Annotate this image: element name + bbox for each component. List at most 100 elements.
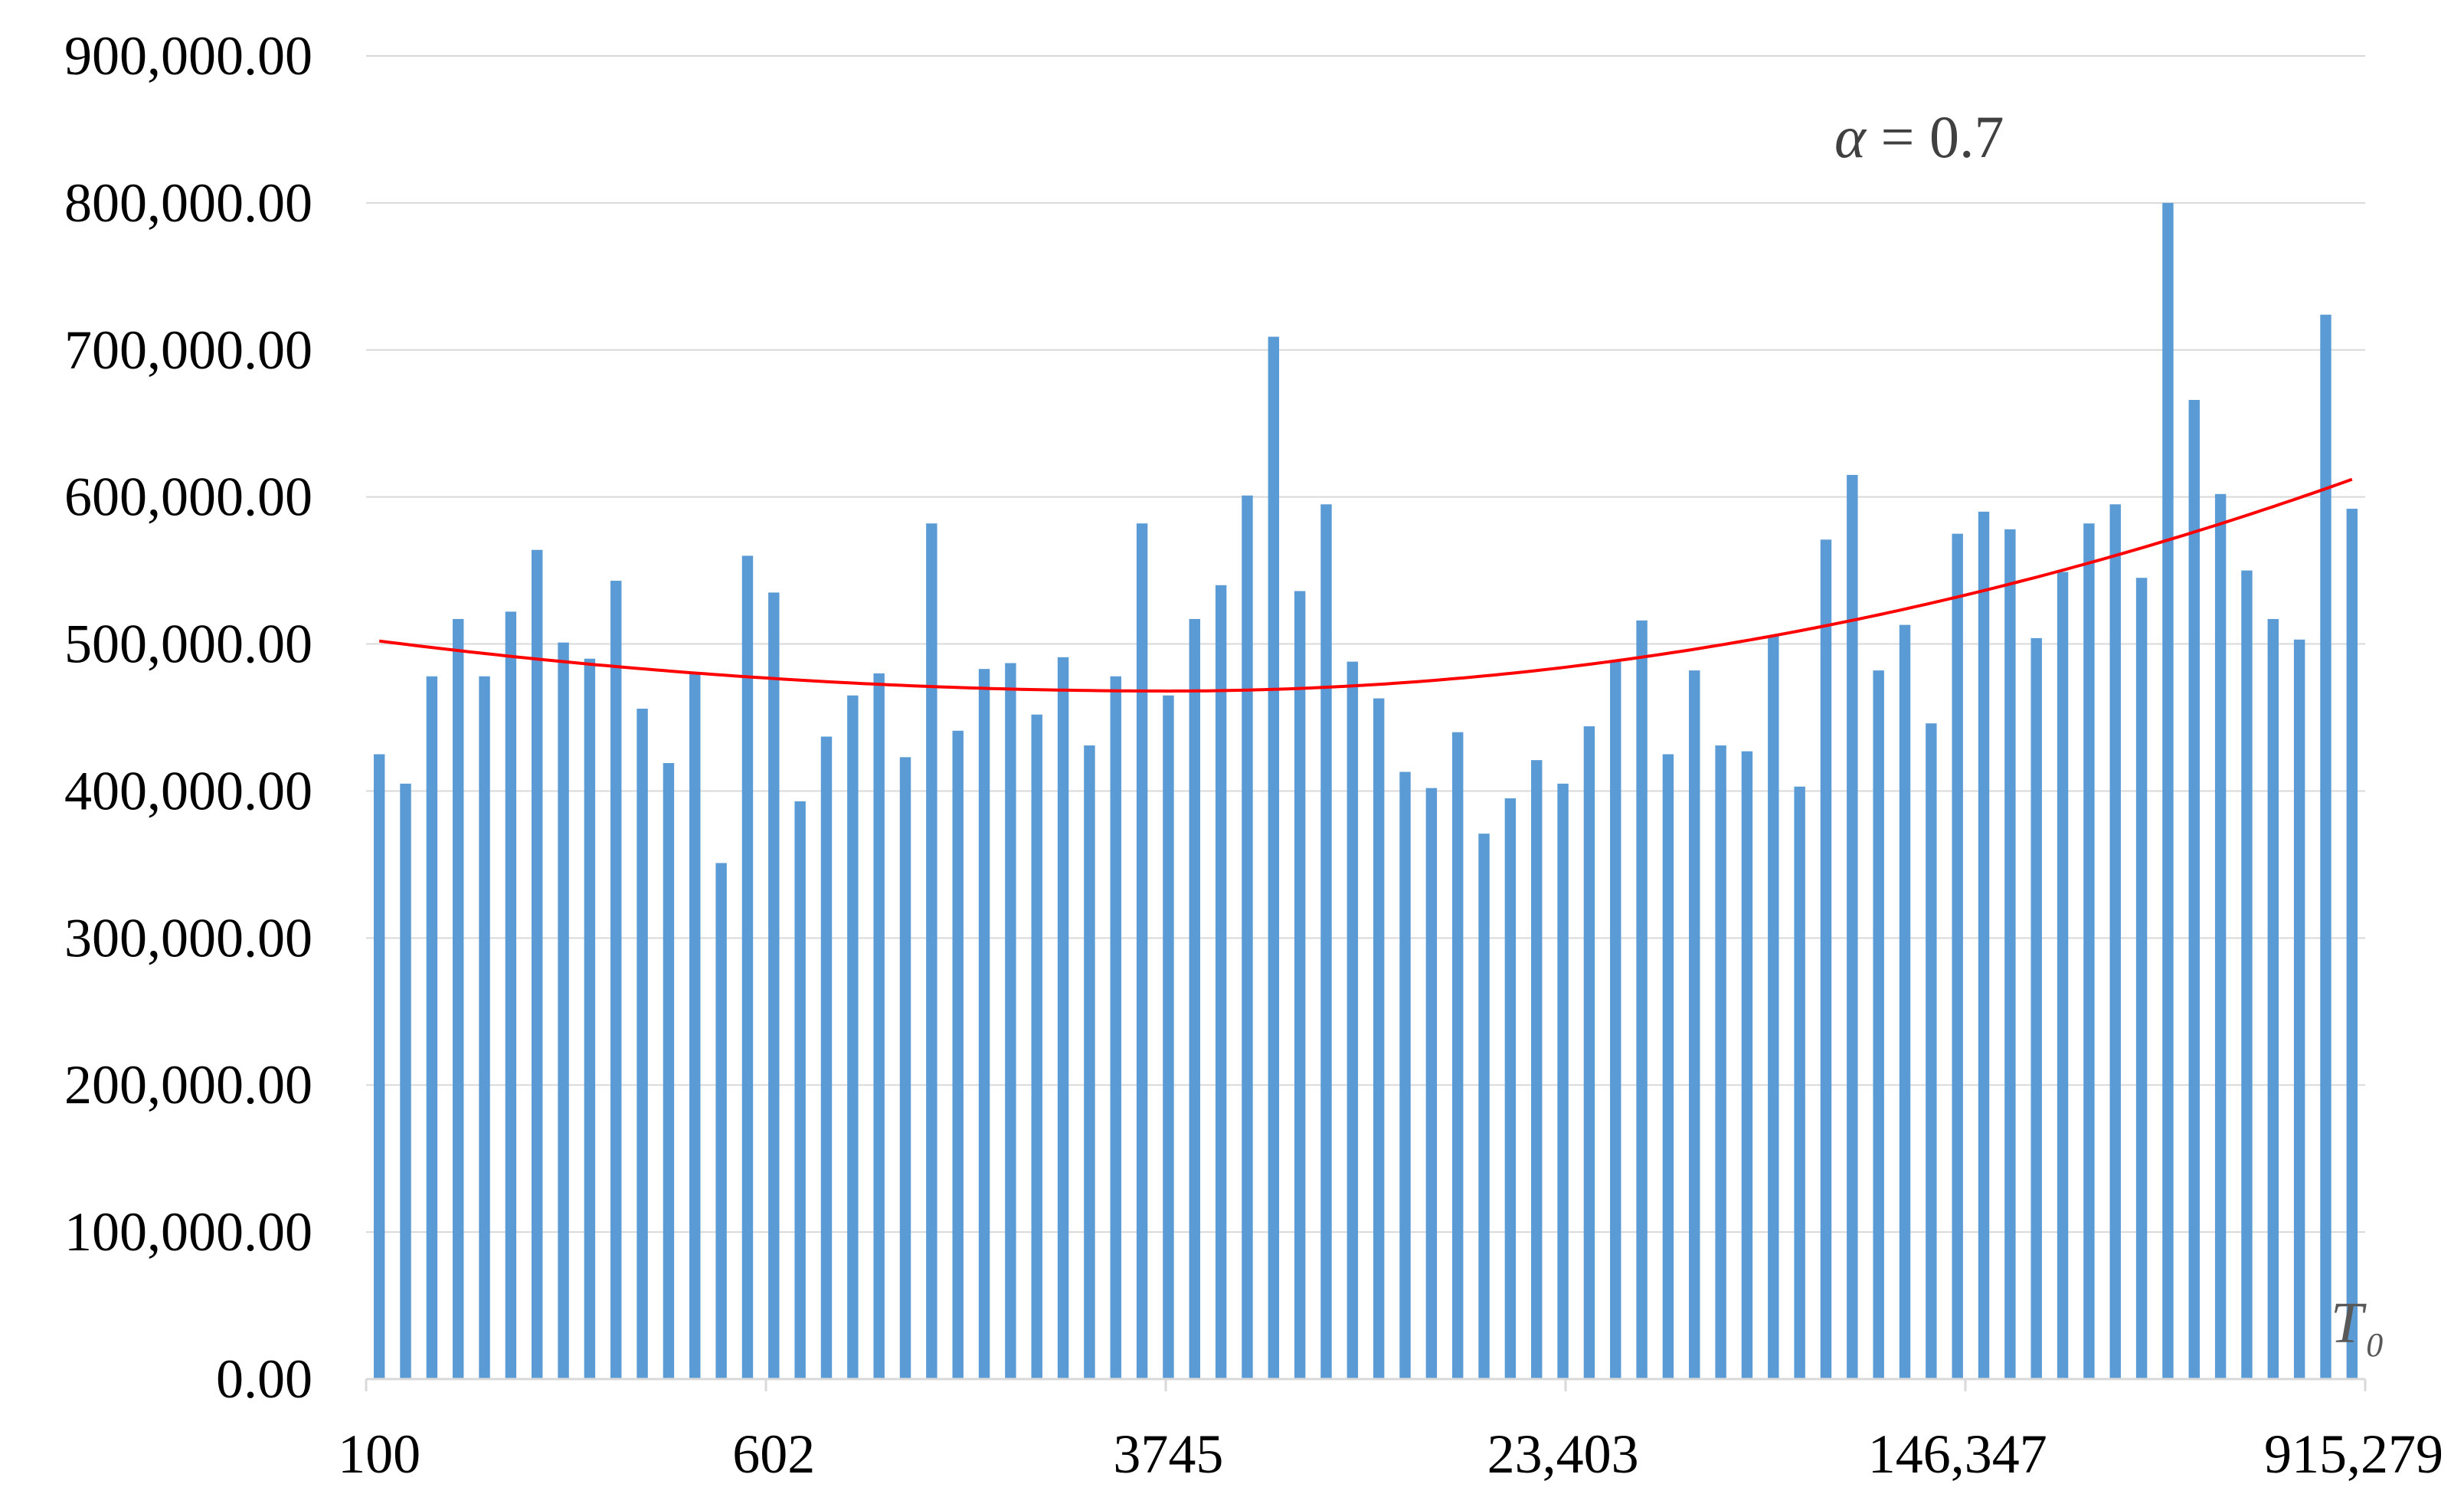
bar <box>899 757 911 1379</box>
bar <box>2109 504 2121 1379</box>
bar <box>663 762 675 1379</box>
x-tick-label: 915,279 <box>2264 1423 2443 1485</box>
x-tick-label: 100 <box>338 1423 420 1485</box>
bar <box>1478 834 1490 1379</box>
x-axis-label: T0 <box>2331 1291 2383 1364</box>
bar <box>1610 661 1621 1379</box>
y-tick-label: 300,000.00 <box>64 907 312 968</box>
bar <box>1873 670 1884 1379</box>
bar <box>610 581 622 1379</box>
x-axis-subscript: 0 <box>2366 1326 2383 1364</box>
y-tick-label: 100,000.00 <box>64 1201 312 1263</box>
bar <box>1794 786 1805 1379</box>
y-tick-labels: 0.00 100,000.00 200,000.00 300,000.00 400,00… <box>64 25 312 1410</box>
bar <box>400 783 411 1379</box>
bar <box>636 708 648 1379</box>
y-tick-label: 400,000.00 <box>64 760 312 821</box>
bar <box>768 592 780 1379</box>
bar <box>820 736 833 1379</box>
y-tick-label: 900,000.00 <box>64 25 312 87</box>
bar <box>505 611 517 1379</box>
bar <box>1504 798 1517 1379</box>
bar <box>2267 618 2279 1379</box>
x-tick-label: 3745 <box>1113 1423 1223 1485</box>
bar <box>1689 670 1700 1379</box>
bar <box>873 673 885 1379</box>
bar <box>1373 698 1385 1379</box>
bar <box>1741 751 1753 1379</box>
x-tick-labels: 100 602 3745 23,403 146,347 915,279 <box>338 1423 2443 1485</box>
bar <box>532 549 543 1380</box>
bar <box>2241 570 2253 1379</box>
bar <box>847 695 859 1379</box>
bar <box>2162 202 2174 1379</box>
bar <box>426 676 438 1379</box>
bar <box>1110 676 1121 1379</box>
bar <box>689 672 701 1379</box>
x-tick-label: 23,403 <box>1487 1423 1639 1485</box>
bar <box>794 801 806 1379</box>
alpha-symbol: α <box>1834 103 1867 170</box>
bar <box>1926 723 1937 1379</box>
y-tick-label: 200,000.00 <box>64 1054 312 1116</box>
trendline <box>378 477 2353 693</box>
bar <box>1084 745 1095 1379</box>
x-tick-label: 146,347 <box>1868 1423 2047 1485</box>
bar <box>1557 783 1569 1379</box>
bar <box>1057 657 1069 1379</box>
alpha-annotation: α = 0.7 <box>1834 103 2004 170</box>
bar <box>2214 493 2227 1380</box>
bar <box>2004 529 2016 1379</box>
y-tick-label: 600,000.00 <box>64 467 312 528</box>
bar <box>952 730 964 1379</box>
bar <box>1978 511 1990 1380</box>
bar <box>1163 695 1174 1379</box>
bars <box>373 202 2358 1380</box>
y-tick-label: 0.00 <box>216 1348 312 1410</box>
bar <box>2188 400 2200 1379</box>
bar <box>1451 732 1464 1379</box>
bar <box>1425 788 1438 1379</box>
y-tick-label: 500,000.00 <box>64 614 312 675</box>
bar <box>1189 618 1200 1379</box>
bar <box>1583 726 1595 1379</box>
x-axis-variable: T <box>2331 1291 2367 1355</box>
bar <box>2057 572 2069 1379</box>
bar <box>479 676 490 1379</box>
bar <box>741 555 754 1379</box>
bar <box>1215 585 1227 1379</box>
bar <box>1636 620 1648 1379</box>
bar <box>1268 336 1280 1379</box>
bar <box>452 618 464 1379</box>
bar <box>1320 504 1332 1379</box>
trend-line <box>378 477 2353 693</box>
bar <box>373 754 385 1379</box>
bar <box>1294 591 1306 1379</box>
bar <box>2135 578 2148 1379</box>
bar <box>2083 523 2095 1379</box>
bar <box>2320 314 2331 1379</box>
bar <box>1399 772 1411 1379</box>
bar <box>1820 539 1832 1379</box>
bar <box>1899 624 1911 1379</box>
bar <box>1768 635 1779 1379</box>
bar <box>1662 754 1674 1379</box>
bar <box>715 863 727 1379</box>
bar <box>584 658 596 1379</box>
x-axis <box>365 1378 2367 1391</box>
bar <box>1031 714 1042 1379</box>
bar <box>1242 495 1253 1379</box>
bar <box>2030 637 2042 1379</box>
bar <box>1531 760 1543 1379</box>
bar <box>2293 639 2305 1379</box>
bar <box>1005 663 1016 1379</box>
bar <box>1715 745 1726 1379</box>
bar <box>1847 474 1858 1380</box>
bar <box>926 523 937 1379</box>
bar <box>1952 533 1963 1379</box>
alpha-value: = 0.7 <box>1866 103 2004 170</box>
y-tick-label: 800,000.00 <box>64 172 312 234</box>
bar <box>1136 523 1148 1379</box>
